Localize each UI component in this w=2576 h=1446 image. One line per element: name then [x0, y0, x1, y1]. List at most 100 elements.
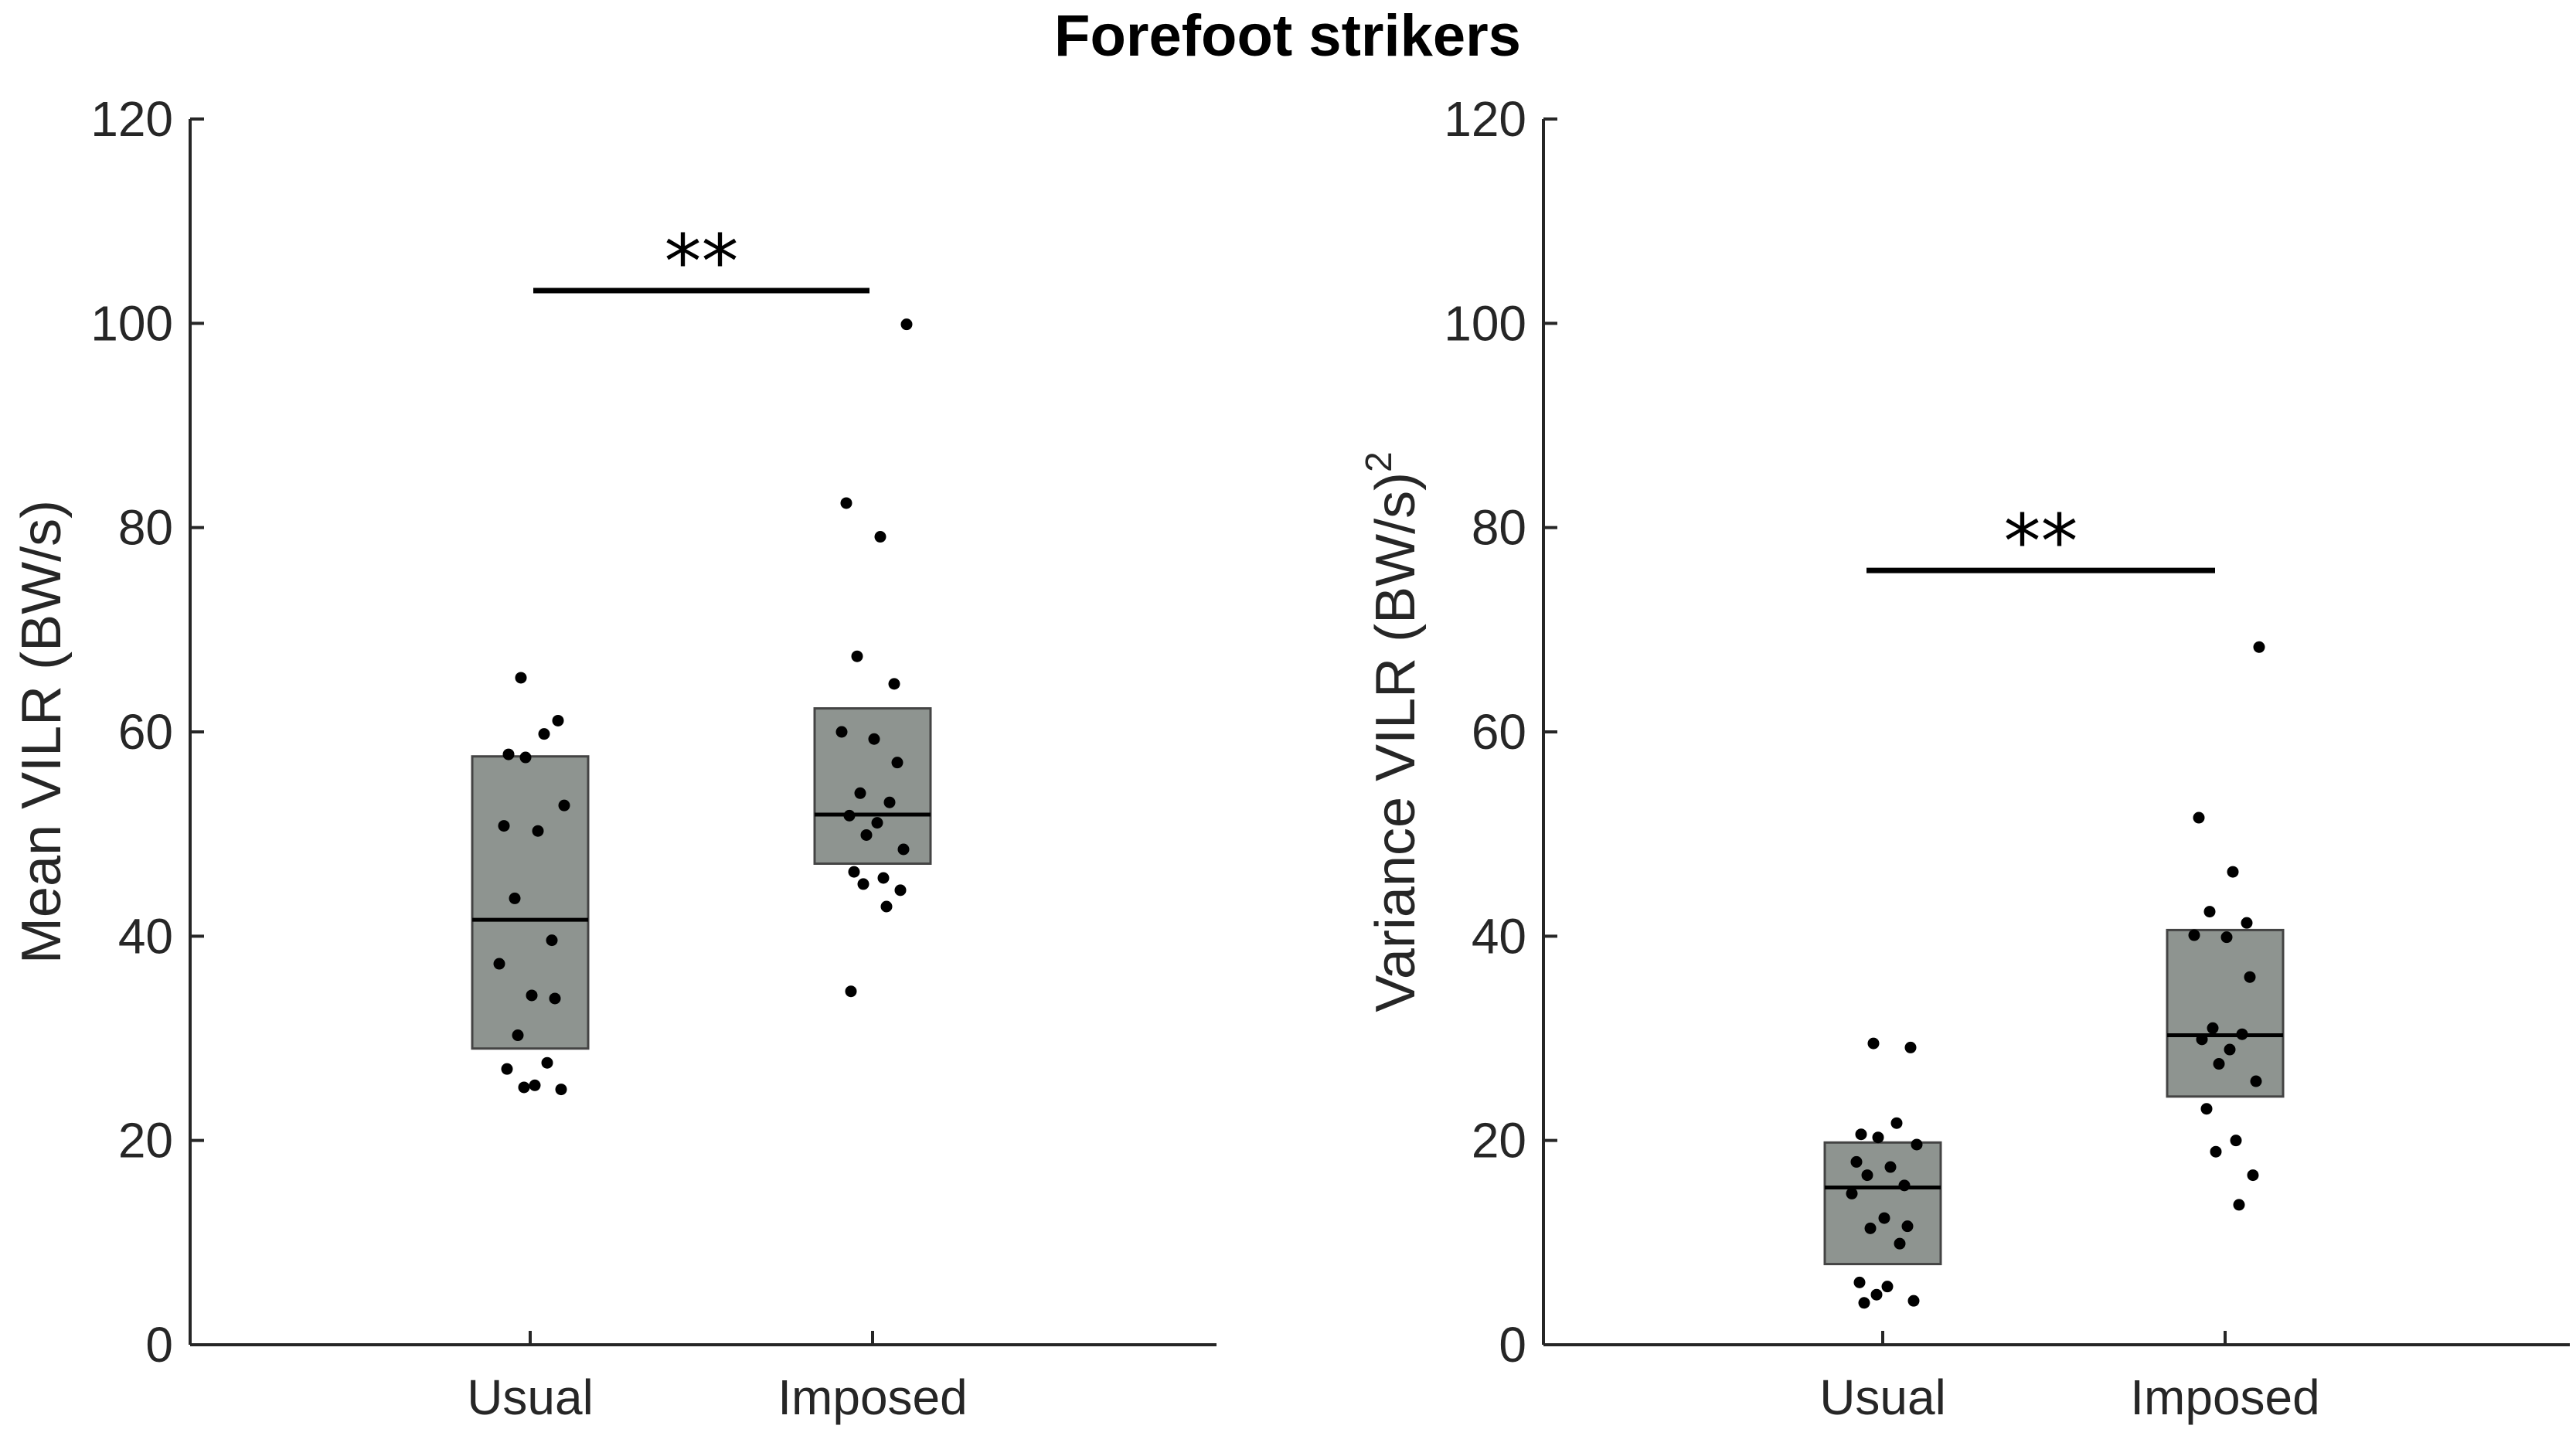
data-point: [845, 985, 857, 998]
data-point: [1878, 1212, 1890, 1224]
data-point: [843, 809, 856, 822]
data-point: [1890, 1117, 1903, 1129]
data-point: [1884, 1161, 1897, 1173]
x-tick-label: Imposed: [2130, 1369, 2319, 1425]
y-tick-label: 120: [1444, 91, 1526, 147]
data-point: [2203, 906, 2216, 918]
data-point: [2241, 917, 2253, 929]
significance-marker: **: [2004, 498, 2078, 585]
data-point: [2230, 1135, 2242, 1147]
data-point: [1855, 1128, 1867, 1141]
data-point: [546, 934, 558, 947]
iqr-box: [813, 707, 932, 865]
data-point: [854, 787, 866, 799]
data-point: [555, 1084, 567, 1096]
data-point: [1911, 1138, 1923, 1151]
data-point: [871, 817, 883, 829]
data-point: [888, 678, 900, 690]
data-point: [857, 878, 869, 890]
y-tick-label: 80: [118, 500, 173, 556]
data-point: [1901, 1220, 1914, 1233]
data-point: [894, 884, 907, 897]
data-point: [2233, 1199, 2245, 1211]
y-axis-label-superscript: 2: [1359, 451, 1400, 472]
data-point: [538, 728, 550, 740]
y-tick-label: 20: [1472, 1113, 1526, 1169]
data-point: [900, 318, 913, 331]
data-point: [2227, 866, 2239, 878]
data-point: [1858, 1297, 1870, 1309]
data-point: [1907, 1295, 1920, 1307]
data-point: [883, 796, 896, 808]
data-point: [1881, 1281, 1894, 1293]
data-point: [2213, 1058, 2225, 1070]
y-tick-label: 100: [90, 295, 173, 351]
data-point: [498, 820, 510, 832]
data-point: [509, 892, 521, 904]
data-point: [552, 714, 564, 726]
y-tick-label: 40: [118, 908, 173, 964]
x-tick-label: Usual: [1819, 1369, 1946, 1425]
data-point: [2247, 1169, 2259, 1182]
data-point: [868, 733, 880, 745]
data-point: [2244, 971, 2256, 983]
data-point: [2207, 1022, 2219, 1034]
iqr-box: [2166, 928, 2285, 1098]
data-point: [1850, 1155, 1863, 1168]
data-point: [874, 531, 886, 543]
data-point: [541, 1056, 553, 1069]
data-point: [851, 650, 863, 662]
data-point: [1904, 1041, 1917, 1053]
y-tick-label: 0: [145, 1317, 173, 1373]
y-tick-label: 20: [118, 1113, 173, 1169]
data-point: [529, 1079, 541, 1091]
data-point: [1861, 1169, 1873, 1182]
y-tick-label: 40: [1472, 908, 1526, 964]
data-point: [860, 828, 873, 841]
y-tick-label: 0: [1499, 1317, 1526, 1373]
data-point: [493, 958, 505, 970]
data-point: [2250, 1075, 2262, 1087]
data-point: [532, 825, 544, 837]
data-point: [1894, 1237, 1906, 1250]
data-point: [501, 1063, 513, 1075]
left-chart-panel: 0 20 40 60 80 100 120 Usual Imposed Mean VILR (BW…: [11, 91, 1217, 1425]
y-axis-label-text: Mean VILR (BW/s): [11, 500, 73, 964]
data-point: [2236, 1028, 2248, 1040]
y-tick-label: 100: [1444, 295, 1526, 351]
x-tick-label: Usual: [467, 1369, 594, 1425]
data-point: [512, 1029, 524, 1042]
data-point: [1853, 1276, 1866, 1288]
data-point: [1867, 1037, 1880, 1050]
data-point: [558, 799, 570, 811]
data-point: [2224, 1043, 2236, 1056]
y-tick-label: 60: [118, 704, 173, 760]
data-point: [848, 866, 860, 878]
data-point: [1870, 1288, 1883, 1301]
data-point: [2210, 1145, 2222, 1158]
data-point: [891, 757, 903, 769]
y-axis-label: Variance VILR (BW/s)2: [1359, 451, 1427, 1012]
data-point: [2253, 641, 2265, 653]
data-point: [519, 751, 532, 764]
data-point: [2193, 811, 2205, 824]
data-point: [2196, 1033, 2208, 1046]
data-point: [880, 900, 893, 913]
x-tick-label: Imposed: [778, 1369, 967, 1425]
data-point: [1846, 1187, 1858, 1199]
data-point: [840, 497, 852, 509]
data-point: [877, 872, 890, 884]
data-point: [1898, 1179, 1911, 1192]
right-chart-panel: 0 20 40 60 80 100 120 Usual Imposed Variance VILR…: [1359, 91, 2570, 1425]
y-tick-label: 80: [1472, 500, 1526, 556]
data-point: [502, 748, 515, 760]
y-tick-label: 60: [1472, 704, 1526, 760]
data-point: [549, 992, 561, 1005]
data-point: [1872, 1131, 1884, 1144]
y-axis-label: Mean VILR (BW/s): [11, 500, 73, 964]
data-point: [2200, 1103, 2213, 1115]
data-point: [526, 989, 538, 1002]
iqr-box: [471, 755, 590, 1050]
y-axis-label-text: Variance VILR (BW/s): [1365, 472, 1427, 1012]
